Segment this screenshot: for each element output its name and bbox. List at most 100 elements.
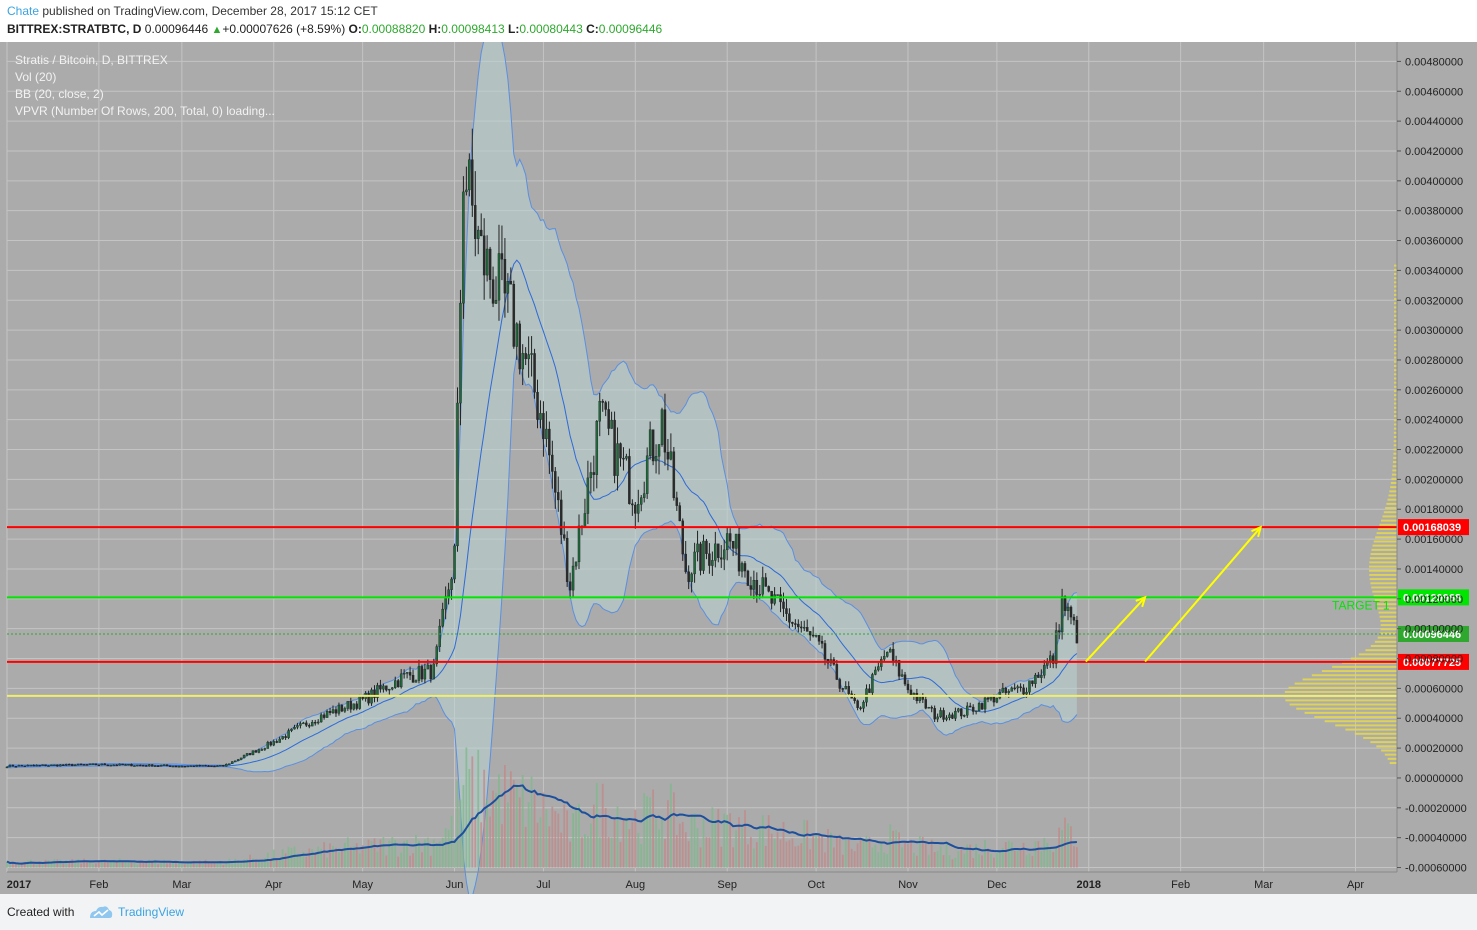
candle-body xyxy=(874,669,877,675)
y-tick-label: 0.00400000 xyxy=(1405,176,1463,188)
volume-bar xyxy=(308,848,311,868)
author-link[interactable]: Chate xyxy=(7,4,40,18)
legend-vpvr[interactable]: VPVR (Number Of Rows, 200, Total, 0) loa… xyxy=(15,104,275,118)
volume-bar xyxy=(690,815,693,868)
candle-body xyxy=(26,764,29,767)
vpvr-bar xyxy=(1378,527,1397,530)
volume-bar xyxy=(145,862,148,868)
candle-body xyxy=(476,229,480,239)
vpvr-bar xyxy=(1386,502,1397,505)
vpvr-bar xyxy=(1389,490,1397,493)
x-tick-label: Jul xyxy=(536,879,550,891)
projection-arrowhead-0 xyxy=(1135,595,1147,608)
y-tick-label: -0.00020000 xyxy=(1405,803,1467,815)
candle-body xyxy=(1013,687,1016,690)
volume-bar xyxy=(459,799,462,868)
volume-bar xyxy=(326,857,328,868)
tradingview-logo-icon[interactable] xyxy=(88,904,114,920)
price-chart[interactable]: 0.00168039 0.00120968 0.00096446 0.00077725… xyxy=(0,42,1477,894)
x-tick-label: Apr xyxy=(265,879,282,891)
volume-bar xyxy=(255,859,257,868)
candle-body xyxy=(491,279,495,304)
vpvr-bar xyxy=(1394,306,1397,309)
volume-bar xyxy=(1046,842,1049,868)
volume-bar xyxy=(578,803,580,868)
candle-body xyxy=(767,586,770,592)
volume-bar xyxy=(818,833,820,868)
hline-label-bg-3 xyxy=(1398,653,1469,670)
volume-bar xyxy=(927,854,930,868)
volume-bar xyxy=(592,804,595,868)
volume-bar xyxy=(358,853,361,868)
candle-body xyxy=(376,685,379,698)
volume-bar xyxy=(969,844,972,868)
tradingview-link[interactable]: TradingView xyxy=(118,905,185,919)
candle-body xyxy=(183,765,187,768)
vpvr-bar xyxy=(1377,636,1397,639)
candle-body xyxy=(740,563,744,572)
vpvr-bar xyxy=(1376,532,1397,535)
vpvr-bar xyxy=(1394,352,1397,355)
vpvr-bar xyxy=(1365,649,1397,652)
y-tick-label: 0.00100000 xyxy=(1405,624,1463,636)
candle-body xyxy=(438,625,441,647)
volume-bar xyxy=(776,831,779,868)
candle-body xyxy=(165,764,169,767)
candle-body xyxy=(687,571,690,582)
candle-body xyxy=(399,673,403,688)
candle-body xyxy=(35,764,38,767)
legend-title[interactable]: Stratis / Bitcoin, D, BITTREX xyxy=(15,53,168,67)
price-axis xyxy=(1397,42,1477,894)
volume-bar xyxy=(563,804,566,868)
volume-bar xyxy=(533,792,536,868)
projection-arrowhead-1 xyxy=(1251,525,1263,538)
volume-bar xyxy=(258,860,260,868)
volume-bar xyxy=(930,839,933,868)
candle-body xyxy=(571,565,575,591)
candle-body xyxy=(909,689,913,696)
volume-bar xyxy=(672,792,675,868)
legend-volume[interactable]: Vol (20) xyxy=(15,70,57,84)
candle-body xyxy=(14,766,18,768)
candle-body xyxy=(761,577,764,595)
volume-bar xyxy=(821,834,823,868)
volume-bar xyxy=(130,862,133,868)
vpvr-bar xyxy=(1394,323,1397,326)
volume-bar xyxy=(545,809,548,868)
volume-bar xyxy=(554,810,557,868)
candle-body xyxy=(355,703,358,709)
vpvr-bar xyxy=(1391,473,1397,476)
volume-bar xyxy=(426,837,429,868)
volume-bar xyxy=(598,837,601,868)
volume-bar xyxy=(56,859,59,868)
volume-bar xyxy=(41,864,44,868)
vpvr-bar xyxy=(1358,653,1397,656)
y-tick-label: 0.00200000 xyxy=(1405,474,1463,486)
candle-body xyxy=(634,504,637,514)
volume-bar xyxy=(892,830,895,868)
volume-bar xyxy=(868,837,871,868)
candle-body xyxy=(245,753,249,756)
legend-bollinger[interactable]: BB (20, close, 2) xyxy=(15,87,104,101)
vpvr-bar xyxy=(1375,536,1397,539)
volume-bar xyxy=(121,860,124,868)
volume-bar xyxy=(815,834,817,868)
vpvr-bar xyxy=(1392,465,1397,468)
volume-bar xyxy=(681,821,684,868)
candle-body xyxy=(1004,687,1008,693)
chart-area[interactable]: 0.00168039 0.00120968 0.00096446 0.00077725… xyxy=(0,42,1477,894)
volume-bar xyxy=(850,848,853,868)
volume-bar xyxy=(290,847,293,868)
vpvr-bar xyxy=(1394,281,1397,284)
candle-body xyxy=(948,714,951,719)
volume-bar xyxy=(403,841,406,868)
candle-body xyxy=(930,707,933,709)
volume-bar xyxy=(696,828,699,868)
volume-bar xyxy=(444,828,447,868)
volume-bar xyxy=(1001,847,1004,868)
candle-body xyxy=(559,499,563,535)
vpvr-bar xyxy=(1393,356,1397,359)
candle-body xyxy=(554,471,557,493)
candle-body xyxy=(426,664,430,670)
candle-body xyxy=(551,454,554,472)
